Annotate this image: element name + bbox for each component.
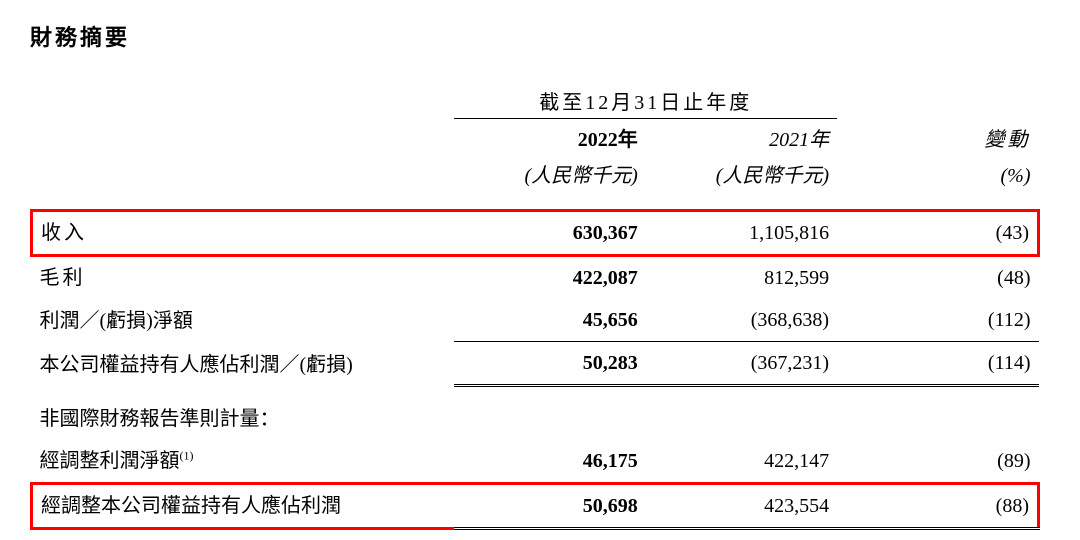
value-profit-2022: 45,656 [454, 299, 645, 342]
value-profit-2021: (368,638) [646, 299, 837, 342]
row-profit: 利潤／(虧損)淨額 45,656 (368,638) (112) [32, 299, 1039, 342]
period-header: 截至12月31日止年度 [454, 82, 837, 119]
section-title: 財務摘要 [30, 20, 1040, 52]
period-header-text: 截至12月31日止年度 [539, 92, 752, 114]
label-adj-profit: 經調整利潤淨額(1) [32, 440, 455, 484]
col-header-2021: 2021年 [646, 119, 837, 162]
value-adj-equity-chg: (88) [837, 483, 1038, 528]
value-adj-equity-2021: 423,554 [646, 483, 837, 528]
value-revenue-chg: (43) [837, 211, 1038, 256]
value-equity-2021: (367,231) [646, 342, 837, 386]
row-equity: 本公司權益持有人應佔利潤／(虧損) 50,283 (367,231) (114) [32, 342, 1039, 386]
label-equity: 本公司權益持有人應佔利潤／(虧損) [32, 342, 455, 386]
label-nonifrs-header: 非國際財務報告準則計量： [32, 386, 455, 440]
value-equity-chg: (114) [837, 342, 1038, 386]
label-gross: 毛利 [32, 256, 455, 300]
period-row: 截至12月31日止年度 [32, 82, 1039, 119]
value-revenue-2022: 630,367 [454, 211, 645, 256]
unit-row: (人民幣千元) (人民幣千元) (%) [32, 161, 1039, 197]
value-adj-profit-2021: 422,147 [646, 440, 837, 484]
value-equity-2022: 50,283 [454, 342, 645, 386]
value-profit-chg: (112) [837, 299, 1038, 342]
row-adj-profit: 經調整利潤淨額(1) 46,175 422,147 (89) [32, 440, 1039, 484]
unit-change: (%) [837, 161, 1038, 197]
year-row: 2022年 2021年 變動 [32, 119, 1039, 162]
value-adj-profit-2022: 46,175 [454, 440, 645, 484]
value-adj-equity-2022: 50,698 [454, 483, 645, 528]
row-adj-equity: 經調整本公司權益持有人應佔利潤 50,698 423,554 (88) [32, 483, 1039, 528]
financial-summary-table: 截至12月31日止年度 2022年 2021年 變動 (人民幣千元) (人民幣千… [30, 82, 1040, 530]
label-profit: 利潤／(虧損)淨額 [32, 299, 455, 342]
unit-2021: (人民幣千元) [646, 161, 837, 197]
unit-2022: (人民幣千元) [454, 161, 645, 197]
col-header-change: 變動 [837, 119, 1038, 162]
row-gross: 毛利 422,087 812,599 (48) [32, 256, 1039, 300]
col-header-2022: 2022年 [454, 119, 645, 162]
note-adj-profit: (1) [180, 448, 194, 462]
label-revenue: 收入 [32, 211, 455, 256]
label-adj-equity: 經調整本公司權益持有人應佔利潤 [32, 483, 455, 528]
value-revenue-2021: 1,105,816 [646, 211, 837, 256]
value-adj-profit-chg: (89) [837, 440, 1038, 484]
value-gross-chg: (48) [837, 256, 1038, 300]
label-adj-profit-text: 經調整利潤淨額 [40, 450, 180, 472]
value-gross-2021: 812,599 [646, 256, 837, 300]
spacer-row [32, 197, 1039, 211]
value-gross-2022: 422,087 [454, 256, 645, 300]
row-revenue: 收入 630,367 1,105,816 (43) [32, 211, 1039, 256]
row-nonifrs-header: 非國際財務報告準則計量： [32, 386, 1039, 440]
